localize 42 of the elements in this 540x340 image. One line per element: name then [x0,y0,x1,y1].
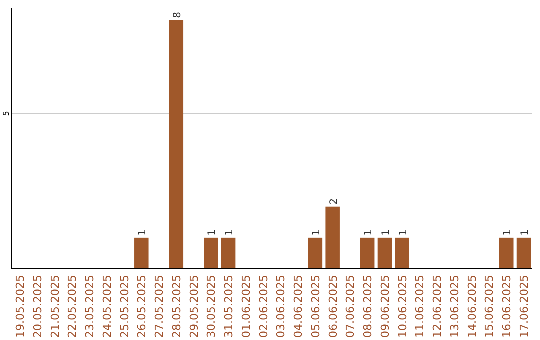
x-tick-label: 27.05.2025 [153,275,166,338]
x-tick-label: 21.05.2025 [48,275,62,338]
x-tick-label: 03.06.2025 [274,275,288,338]
x-tick-label: 15.06.2025 [483,275,496,338]
data-label: 1 [138,230,149,236]
data-label: 1 [398,230,410,236]
x-tick-label: 26.05.2025 [136,275,149,338]
x-tick-label: 17.06.2025 [518,275,532,338]
x-tick-label: 06.06.2025 [326,275,340,338]
data-label: 2 [328,198,340,205]
x-tick-label: 04.06.2025 [292,275,306,338]
x-tick-label: 19.05.2025 [14,275,27,338]
x-tick-label: 22.05.2025 [66,275,80,338]
x-tick-label: 08.06.2025 [362,275,375,338]
data-label: 1 [364,230,375,236]
x-tick-label: 07.06.2025 [344,275,358,338]
x-tick-label: 20.05.2025 [31,275,44,338]
x-tick-label: 28.05.2025 [170,275,184,338]
data-label: 1 [311,230,322,236]
x-tick-label: 02.06.2025 [257,275,270,338]
data-label: 1 [380,230,392,236]
x-tick-label: 01.06.2025 [240,275,253,338]
x-tick-label: 12.06.2025 [431,275,444,338]
x-tick-label: 10.06.2025 [396,275,410,338]
x-tick-label: 14.06.2025 [466,275,479,338]
x-tick-label: 30.05.2025 [205,275,218,338]
x-tick-label: 31.05.2025 [222,275,236,338]
x-tick-label: 24.05.2025 [100,275,114,338]
x-tick-label: 09.06.2025 [378,275,392,338]
data-label: 1 [207,230,218,236]
x-tick-label: 16.06.2025 [500,275,514,338]
x-tick-label: 11.06.2025 [414,275,427,338]
x-tick-label: 23.05.2025 [84,275,97,338]
x-tick-label: 29.05.2025 [188,275,201,338]
data-label: 8 [172,12,184,18]
y-tick-label: 5 [2,111,11,116]
data-label: 1 [502,230,514,236]
x-tick-label: 25.05.2025 [118,275,132,338]
x-tick-label: 05.06.2025 [309,275,322,338]
data-label: 1 [520,230,532,236]
x-tick-label: 13.06.2025 [448,275,462,338]
data-label: 1 [224,230,236,236]
